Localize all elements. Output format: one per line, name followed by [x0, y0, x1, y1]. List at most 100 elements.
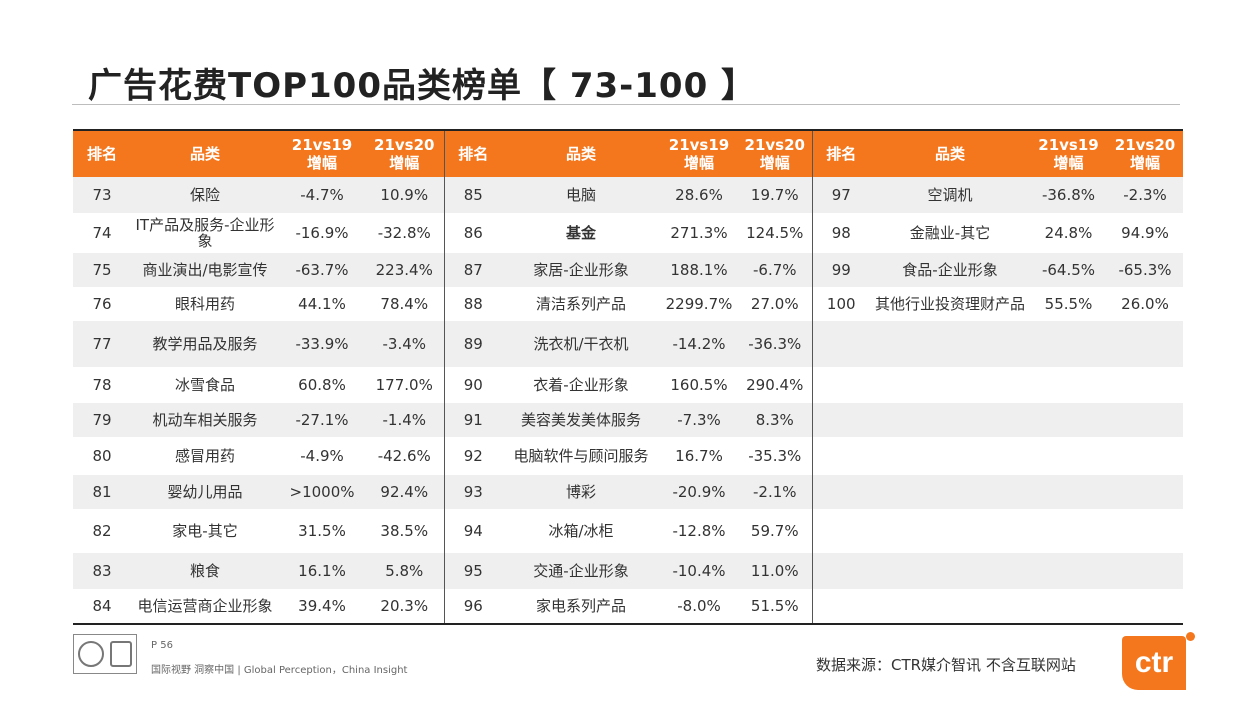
header-growth-21vs20-text: 21vs20	[1114, 136, 1176, 154]
rank-cell: 84	[73, 589, 131, 623]
growth-21vs19-cell	[1030, 475, 1107, 509]
rank-cell: 91	[444, 403, 502, 437]
category-cell: 交通-企业形象	[502, 553, 660, 589]
header-growth-21vs19-text: 增幅	[306, 154, 337, 172]
table-row: 77 教学用品及服务 -33.9% -3.4% 89 洗衣机/干衣机 -14.2% -36.3…	[73, 321, 1183, 367]
growth-21vs19-cell: -7.3%	[660, 403, 738, 437]
growth-21vs20-cell: -36.3%	[738, 321, 813, 367]
rank-cell: 88	[444, 287, 502, 321]
header-rank: 排名	[444, 131, 502, 177]
growth-21vs20-cell: 94.9%	[1107, 213, 1183, 253]
rank-cell: 77	[73, 321, 131, 367]
rank-cell: 97	[812, 177, 870, 213]
rank-cell: 90	[444, 367, 502, 403]
rank-cell	[812, 321, 870, 367]
rank-cell: 75	[73, 253, 131, 287]
category-cell: 粮食	[131, 553, 279, 589]
growth-21vs19-cell: -20.9%	[660, 475, 738, 509]
growth-21vs20-cell: 27.0%	[738, 287, 813, 321]
growth-21vs19-cell	[1030, 321, 1107, 367]
growth-21vs19-cell: -14.2%	[660, 321, 738, 367]
table-row: 73 保险 -4.7% 10.9% 85 电脑 28.6% 19.7% 97 空调机 -36.8% -…	[73, 177, 1183, 213]
growth-21vs19-cell: 24.8%	[1030, 213, 1107, 253]
growth-21vs20-cell: -2.1%	[738, 475, 813, 509]
rank-cell	[812, 509, 870, 553]
header-growth-21vs20-text: 增幅	[759, 154, 790, 172]
growth-21vs19-cell: -4.9%	[279, 437, 365, 475]
table-row: 78 冰雪食品 60.8% 177.0% 90 衣着-企业形象 160.5% 290.4%	[73, 367, 1183, 403]
category-cell: 电信运营商企业形象	[131, 589, 279, 623]
rank-cell: 95	[444, 553, 502, 589]
growth-21vs20-cell: -1.4%	[365, 403, 445, 437]
category-cell: 保险	[131, 177, 279, 213]
category-cell: 感冒用药	[131, 437, 279, 475]
category-cell: 其他行业投资理财产品	[870, 287, 1030, 321]
rank-cell: 78	[73, 367, 131, 403]
header-rank: 排名	[73, 131, 131, 177]
rank-cell: 79	[73, 403, 131, 437]
rank-cell: 83	[73, 553, 131, 589]
growth-21vs20-cell: 92.4%	[365, 475, 445, 509]
growth-21vs19-cell: 60.8%	[279, 367, 365, 403]
ranking-table-wrapper: 排名 品类 21vs19 增幅 21vs20 增幅 排名 品类 21vs19 增幅 21vs20 增幅…	[73, 129, 1183, 625]
growth-21vs19-cell	[1030, 509, 1107, 553]
header-rank-text: 排名	[458, 145, 489, 163]
header-category: 品类	[502, 131, 660, 177]
category-cell	[870, 367, 1030, 403]
category-cell: 婴幼儿用品	[131, 475, 279, 509]
growth-21vs20-cell: -3.4%	[365, 321, 445, 367]
category-cell: 电脑软件与顾问服务	[502, 437, 660, 475]
rank-cell: 73	[73, 177, 131, 213]
growth-21vs19-cell: 16.1%	[279, 553, 365, 589]
category-cell: 电脑	[502, 177, 660, 213]
growth-21vs20-cell: -65.3%	[1107, 253, 1183, 287]
rank-cell: 80	[73, 437, 131, 475]
header-growth-21vs19: 21vs19 增幅	[660, 131, 738, 177]
category-cell: 教学用品及服务	[131, 321, 279, 367]
growth-21vs20-cell: 20.3%	[365, 589, 445, 623]
rank-cell: 74	[73, 213, 131, 253]
growth-21vs19-cell: 28.6%	[660, 177, 738, 213]
growth-21vs20-cell: 51.5%	[738, 589, 813, 623]
table-row: 79 机动车相关服务 -27.1% -1.4% 91 美容美发美体服务 -7.3% 8.3%	[73, 403, 1183, 437]
category-cell: 机动车相关服务	[131, 403, 279, 437]
header-category-text: 品类	[934, 145, 965, 163]
rank-cell	[812, 553, 870, 589]
category-cell	[870, 437, 1030, 475]
header-growth-21vs19: 21vs19 增幅	[1030, 131, 1107, 177]
growth-21vs19-cell: 271.3%	[660, 213, 738, 253]
growth-21vs20-cell: 177.0%	[365, 367, 445, 403]
page-title: 广告花费TOP100品类榜单【 73-100 】	[88, 66, 757, 106]
category-cell: 金融业-其它	[870, 213, 1030, 253]
header-category: 品类	[131, 131, 279, 177]
rank-cell: 94	[444, 509, 502, 553]
growth-21vs19-cell	[1030, 403, 1107, 437]
rank-cell: 89	[444, 321, 502, 367]
header-growth-21vs19-text: 21vs19	[291, 136, 353, 154]
rank-cell	[812, 589, 870, 623]
category-cell	[870, 553, 1030, 589]
growth-21vs19-cell	[1030, 367, 1107, 403]
certification-logo-icon	[73, 634, 137, 674]
data-source-note: 数据来源：CTR媒介智讯 不含互联网站	[816, 656, 1076, 674]
header-growth-21vs20-text: 增幅	[389, 154, 420, 172]
header-growth-21vs20: 21vs20 增幅	[738, 131, 813, 177]
table-row: 76 眼科用药 44.1% 78.4% 88 清洁系列产品 2299.7% 27.0% 100 其…	[73, 287, 1183, 321]
growth-21vs20-cell: 26.0%	[1107, 287, 1183, 321]
header-rank-text: 排名	[86, 145, 117, 163]
category-cell	[870, 403, 1030, 437]
growth-21vs20-cell	[1107, 589, 1183, 623]
table-row: 80 感冒用药 -4.9% -42.6% 92 电脑软件与顾问服务 16.7% -35.3%	[73, 437, 1183, 475]
growth-21vs20-cell	[1107, 367, 1183, 403]
rank-cell: 87	[444, 253, 502, 287]
growth-21vs19-cell: -36.8%	[1030, 177, 1107, 213]
growth-21vs19-cell: -64.5%	[1030, 253, 1107, 287]
growth-21vs19-cell: 2299.7%	[660, 287, 738, 321]
growth-21vs19-cell: 188.1%	[660, 253, 738, 287]
growth-21vs19-cell: -10.4%	[660, 553, 738, 589]
rank-cell: 82	[73, 509, 131, 553]
category-cell	[870, 321, 1030, 367]
table-row: 84 电信运营商企业形象 39.4% 20.3% 96 家电系列产品 -8.0% 51.5%	[73, 589, 1183, 623]
rank-cell: 98	[812, 213, 870, 253]
rank-cell: 76	[73, 287, 131, 321]
